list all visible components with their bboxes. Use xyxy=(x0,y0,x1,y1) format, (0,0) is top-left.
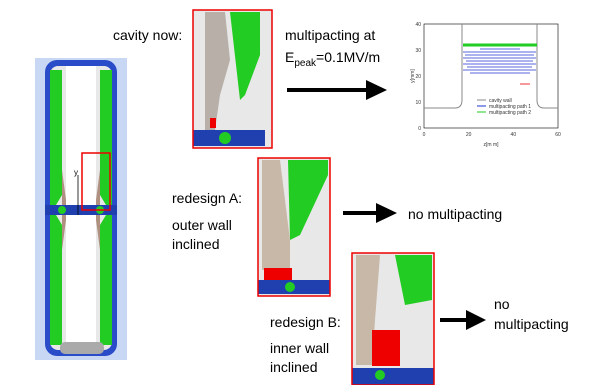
y-tick-label: 10 xyxy=(415,100,421,106)
cavity-now-image xyxy=(193,10,272,148)
y-tick-label: 0 xyxy=(418,126,421,132)
subscript: peak xyxy=(294,58,317,69)
label: outer wall xyxy=(172,217,232,233)
label: cavity now: xyxy=(113,27,182,43)
label: redesign B: xyxy=(270,314,341,330)
label: no xyxy=(494,296,510,312)
y-tick-label: 20 xyxy=(415,74,421,80)
label: redesign A: xyxy=(172,190,242,206)
y-tick-label: 30 xyxy=(415,48,421,54)
x-tick-label: 60 xyxy=(555,132,561,138)
label: inclined xyxy=(270,359,317,375)
cavity-model: y xyxy=(35,58,127,360)
label: multipacting at xyxy=(285,27,375,43)
label: inner wall xyxy=(270,340,329,356)
x-tick-label: 40 xyxy=(511,132,517,138)
label: inclined xyxy=(172,236,219,252)
legend-label: multipacting path 2 xyxy=(489,110,531,116)
x-axis-label: z[m m] xyxy=(484,142,500,148)
slide: y xyxy=(0,0,594,385)
label: multipacting xyxy=(494,316,569,332)
symbol: E xyxy=(285,49,294,65)
axis-label: y xyxy=(74,168,78,177)
y-tick-label: 40 xyxy=(415,22,421,28)
redesign-b-image xyxy=(352,253,434,385)
field-label: Epeak=0.1MV/m xyxy=(285,49,380,69)
label: no multipacting xyxy=(408,206,502,222)
x-tick-label: 0 xyxy=(423,132,426,138)
value: =0.1MV/m xyxy=(316,49,380,65)
x-tick-label: 20 xyxy=(466,132,472,138)
redesign-a-image xyxy=(258,158,330,296)
